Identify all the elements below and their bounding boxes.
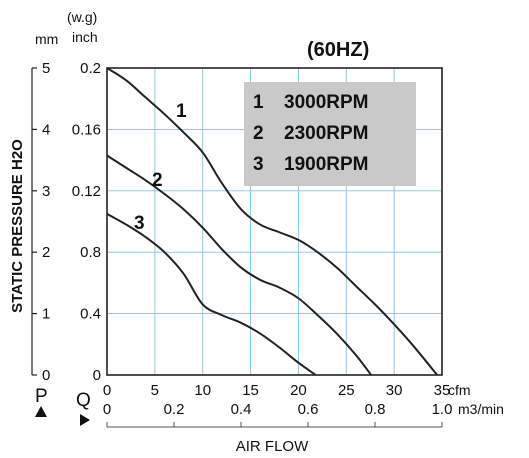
mm-tick-label: 3 (42, 183, 50, 200)
cfm-ticks: 0 5 10 15 20 25 30 35 (103, 382, 451, 399)
legend-box (244, 82, 416, 186)
mm-tick-label: 2 (42, 244, 50, 261)
curves (106, 67, 438, 376)
mm-unit-label: mm (35, 31, 58, 47)
m3-tick-label: 1.0 (432, 401, 453, 418)
curve-2 (106, 154, 372, 376)
q-triangle-icon (80, 414, 90, 426)
m3-tick-label: 0 (103, 401, 111, 418)
inch-tick-label: 0.4 (80, 306, 101, 323)
curve-1 (106, 67, 438, 376)
cfm-tick-label: 20 (290, 382, 307, 399)
mm-tick-label: 1 (42, 306, 50, 323)
m3-tick-label: 0.6 (298, 401, 319, 418)
cfm-tick-label: 0 (103, 382, 111, 399)
curve-label-2: 2 (152, 170, 163, 191)
inch-tick-label: 0.8 (80, 244, 101, 261)
inch-ticks: 0 0.4 0.8 0.12 0.16 0.2 (72, 60, 101, 384)
cfm-tick-label: 25 (338, 382, 355, 399)
airflow-ticks (106, 422, 443, 427)
cfm-unit-label: cfm (448, 382, 471, 398)
cfm-tick-label: 10 (194, 382, 211, 399)
curve-label-3: 3 (134, 213, 145, 234)
legend-num: 1 (253, 92, 264, 113)
legend-entry-3: 3 1900RPM (253, 154, 369, 175)
curve-label-1: 1 (176, 101, 187, 122)
m3-ticks: 0 0.2 0.4 0.6 0.8 1.0 (103, 401, 453, 418)
y-axis-label: STATIC PRESSURE H2O (9, 139, 26, 313)
legend-entry-1: 1 3000RPM (253, 92, 369, 113)
mm-tick-label: 4 (42, 121, 50, 138)
inch-tick-label: 0.12 (72, 183, 101, 200)
chart-title: (60HZ) (307, 39, 369, 61)
inch-unit-top: (w.g) (67, 9, 97, 25)
cfm-tick-label: 30 (386, 382, 403, 399)
p-triangle-icon (35, 406, 47, 417)
m3-tick-label: 0.4 (231, 401, 252, 418)
inch-unit-label: inch (72, 29, 98, 45)
m3-tick-label: 0.8 (365, 401, 386, 418)
legend-label: 3000RPM (284, 92, 369, 113)
q-symbol: Q (76, 390, 91, 411)
cfm-tick-label: 15 (242, 382, 259, 399)
legend-num: 3 (253, 154, 264, 175)
mm-tick-label: 0 (42, 367, 50, 384)
inch-tick-label: 0 (93, 367, 101, 384)
curve-3 (106, 212, 317, 376)
legend-label: 1900RPM (284, 154, 369, 175)
inch-tick-label: 0.16 (72, 121, 101, 138)
inch-tick-label: 0.2 (80, 60, 101, 77)
legend-label: 2300RPM (284, 123, 369, 144)
m3-unit-label: m3/min (458, 401, 504, 417)
legend-num: 2 (253, 123, 264, 144)
m3-tick-label: 0.2 (164, 401, 185, 418)
mm-ticks: 0 1 2 3 4 5 (32, 60, 50, 384)
x-axis-label: AIR FLOW (236, 438, 309, 455)
cfm-tick-label: 35 (434, 382, 451, 399)
mm-tick-label: 5 (42, 60, 50, 77)
legend-entry-2: 2 2300RPM (253, 123, 369, 144)
plot-frame (106, 67, 443, 376)
p-symbol: P (35, 386, 48, 407)
cfm-tick-label: 5 (151, 382, 159, 399)
